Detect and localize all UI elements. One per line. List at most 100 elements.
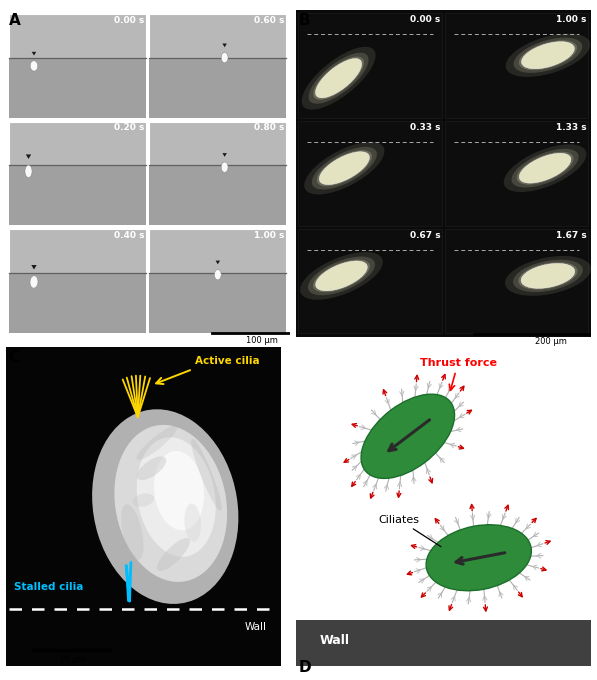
- Point: [180, 367, 190, 378]
- Point: [96, 402, 106, 413]
- Point: [148, 603, 158, 614]
- Point: [106, 508, 115, 519]
- Point: [201, 626, 211, 636]
- Point: [40, 548, 50, 559]
- Point: [232, 549, 242, 560]
- Point: [270, 386, 279, 396]
- Point: [20, 376, 30, 387]
- Point: [208, 538, 217, 549]
- Point: [168, 473, 177, 483]
- Point: [195, 564, 204, 575]
- Point: [158, 515, 167, 526]
- Point: [245, 410, 254, 421]
- Point: [61, 452, 71, 463]
- Point: [259, 343, 268, 354]
- Point: [71, 473, 81, 483]
- Point: [31, 644, 41, 655]
- Point: [126, 362, 136, 373]
- Point: [203, 370, 213, 381]
- Point: [34, 620, 44, 631]
- Point: [201, 498, 211, 509]
- Point: [252, 462, 261, 473]
- Point: [138, 352, 147, 362]
- Point: [88, 643, 97, 654]
- Point: [225, 344, 235, 355]
- Point: [266, 565, 275, 576]
- Point: [225, 350, 235, 360]
- Point: [189, 540, 198, 551]
- Point: [168, 446, 177, 457]
- Point: [188, 450, 198, 461]
- Point: [231, 418, 241, 429]
- Point: [30, 387, 39, 398]
- Point: [220, 364, 229, 375]
- Point: [268, 342, 278, 353]
- Point: [164, 628, 174, 639]
- Point: [275, 585, 284, 596]
- Point: [77, 473, 87, 483]
- Point: [64, 589, 73, 600]
- Point: [30, 499, 40, 510]
- Point: [140, 352, 150, 362]
- Point: [50, 483, 59, 494]
- Point: [272, 589, 282, 600]
- Point: [102, 443, 112, 454]
- Point: [154, 477, 164, 488]
- Point: [110, 412, 120, 423]
- Point: [139, 368, 148, 379]
- Point: [13, 633, 22, 644]
- Point: [273, 624, 282, 635]
- Point: [7, 623, 16, 634]
- Point: [206, 359, 216, 370]
- Point: [268, 547, 278, 558]
- Point: [242, 490, 251, 501]
- Point: [103, 381, 112, 392]
- Point: [84, 569, 94, 580]
- Ellipse shape: [522, 41, 574, 69]
- Point: [5, 543, 14, 554]
- Point: [272, 474, 282, 485]
- Point: [58, 538, 67, 549]
- Point: [137, 531, 147, 542]
- Point: [2, 594, 11, 605]
- Point: [242, 498, 252, 509]
- Point: [122, 387, 131, 398]
- Point: [215, 456, 224, 467]
- Point: [29, 494, 38, 505]
- Point: [142, 388, 152, 399]
- Point: [28, 556, 38, 567]
- Point: [199, 413, 209, 424]
- Point: [202, 631, 211, 642]
- Point: [212, 629, 221, 640]
- Point: [51, 405, 61, 416]
- Point: [101, 381, 111, 392]
- Point: [240, 505, 250, 515]
- Point: [229, 613, 239, 624]
- Point: [226, 653, 235, 664]
- Point: [51, 411, 61, 422]
- Point: [78, 351, 88, 362]
- Point: [152, 537, 161, 548]
- Point: [67, 347, 77, 358]
- Point: [128, 343, 138, 354]
- Point: [41, 409, 51, 420]
- Point: [32, 379, 41, 390]
- Point: [39, 552, 48, 563]
- Point: [10, 615, 19, 626]
- Point: [181, 451, 191, 462]
- Point: [164, 380, 173, 391]
- Point: [33, 579, 43, 590]
- Point: [256, 432, 266, 443]
- Point: [238, 581, 247, 592]
- Point: [87, 429, 97, 440]
- Point: [258, 401, 267, 412]
- Point: [28, 592, 38, 602]
- Point: [200, 359, 210, 370]
- Point: [219, 635, 229, 646]
- Point: [235, 562, 245, 573]
- Point: [244, 588, 253, 599]
- Point: [227, 386, 237, 397]
- Point: [251, 469, 261, 479]
- Point: [179, 660, 189, 671]
- Point: [137, 604, 147, 615]
